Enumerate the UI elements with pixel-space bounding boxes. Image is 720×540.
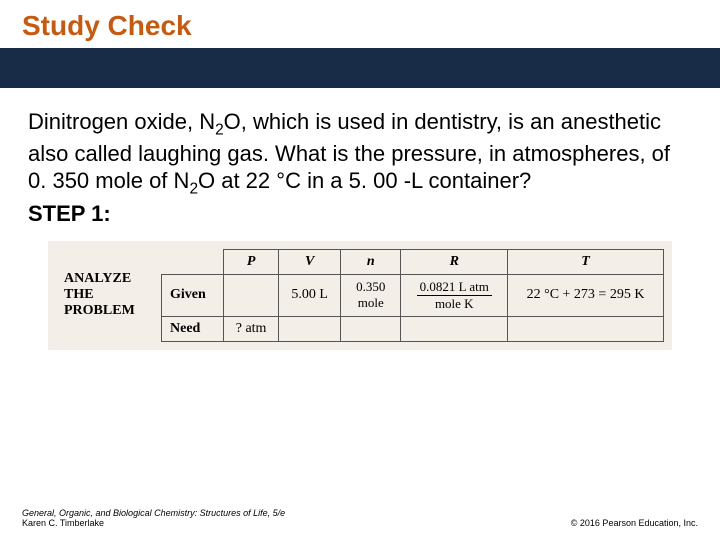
need-T [508, 316, 664, 341]
need-label: Need [162, 316, 224, 341]
col-R: R [401, 249, 508, 274]
need-P: ? atm [224, 316, 279, 341]
col-n: n [341, 249, 401, 274]
table-header-row: ANALYZE THE PROBLEM P V n R T [56, 249, 664, 274]
title-area: Study Check [0, 0, 720, 48]
step-label: STEP 1: [28, 201, 692, 227]
col-P: P [224, 249, 279, 274]
footer-left: General, Organic, and Biological Chemist… [22, 508, 285, 528]
footer: General, Organic, and Biological Chemist… [0, 508, 720, 528]
need-V [279, 316, 341, 341]
col-V: V [279, 249, 341, 274]
footer-author: Karen C. Timberlake [22, 518, 285, 528]
slide-title: Study Check [22, 10, 720, 42]
analyze-table: ANALYZE THE PROBLEM P V n R T Given 5.00… [56, 249, 664, 342]
footer-book-title: General, Organic, and Biological Chemist… [22, 508, 285, 518]
given-V: 5.00 L [279, 274, 341, 316]
row-header: ANALYZE THE PROBLEM [56, 249, 162, 341]
need-n [341, 316, 401, 341]
footer-copyright: © 2016 Pearson Education, Inc. [571, 518, 698, 528]
col-T: T [508, 249, 664, 274]
subhead-blank [162, 249, 224, 274]
given-label: Given [162, 274, 224, 316]
content-area: Dinitrogen oxide, N2O, which is used in … [0, 88, 720, 350]
given-T: 22 °C + 273 = 295 K [508, 274, 664, 316]
given-n: 0.350 mole [341, 274, 401, 316]
need-R [401, 316, 508, 341]
header-bar [0, 48, 720, 88]
given-R: 0.0821 L atm mole K [401, 274, 508, 316]
question-text: Dinitrogen oxide, N2O, which is used in … [28, 108, 692, 199]
analyze-table-wrap: ANALYZE THE PROBLEM P V n R T Given 5.00… [48, 241, 672, 350]
given-P [224, 274, 279, 316]
